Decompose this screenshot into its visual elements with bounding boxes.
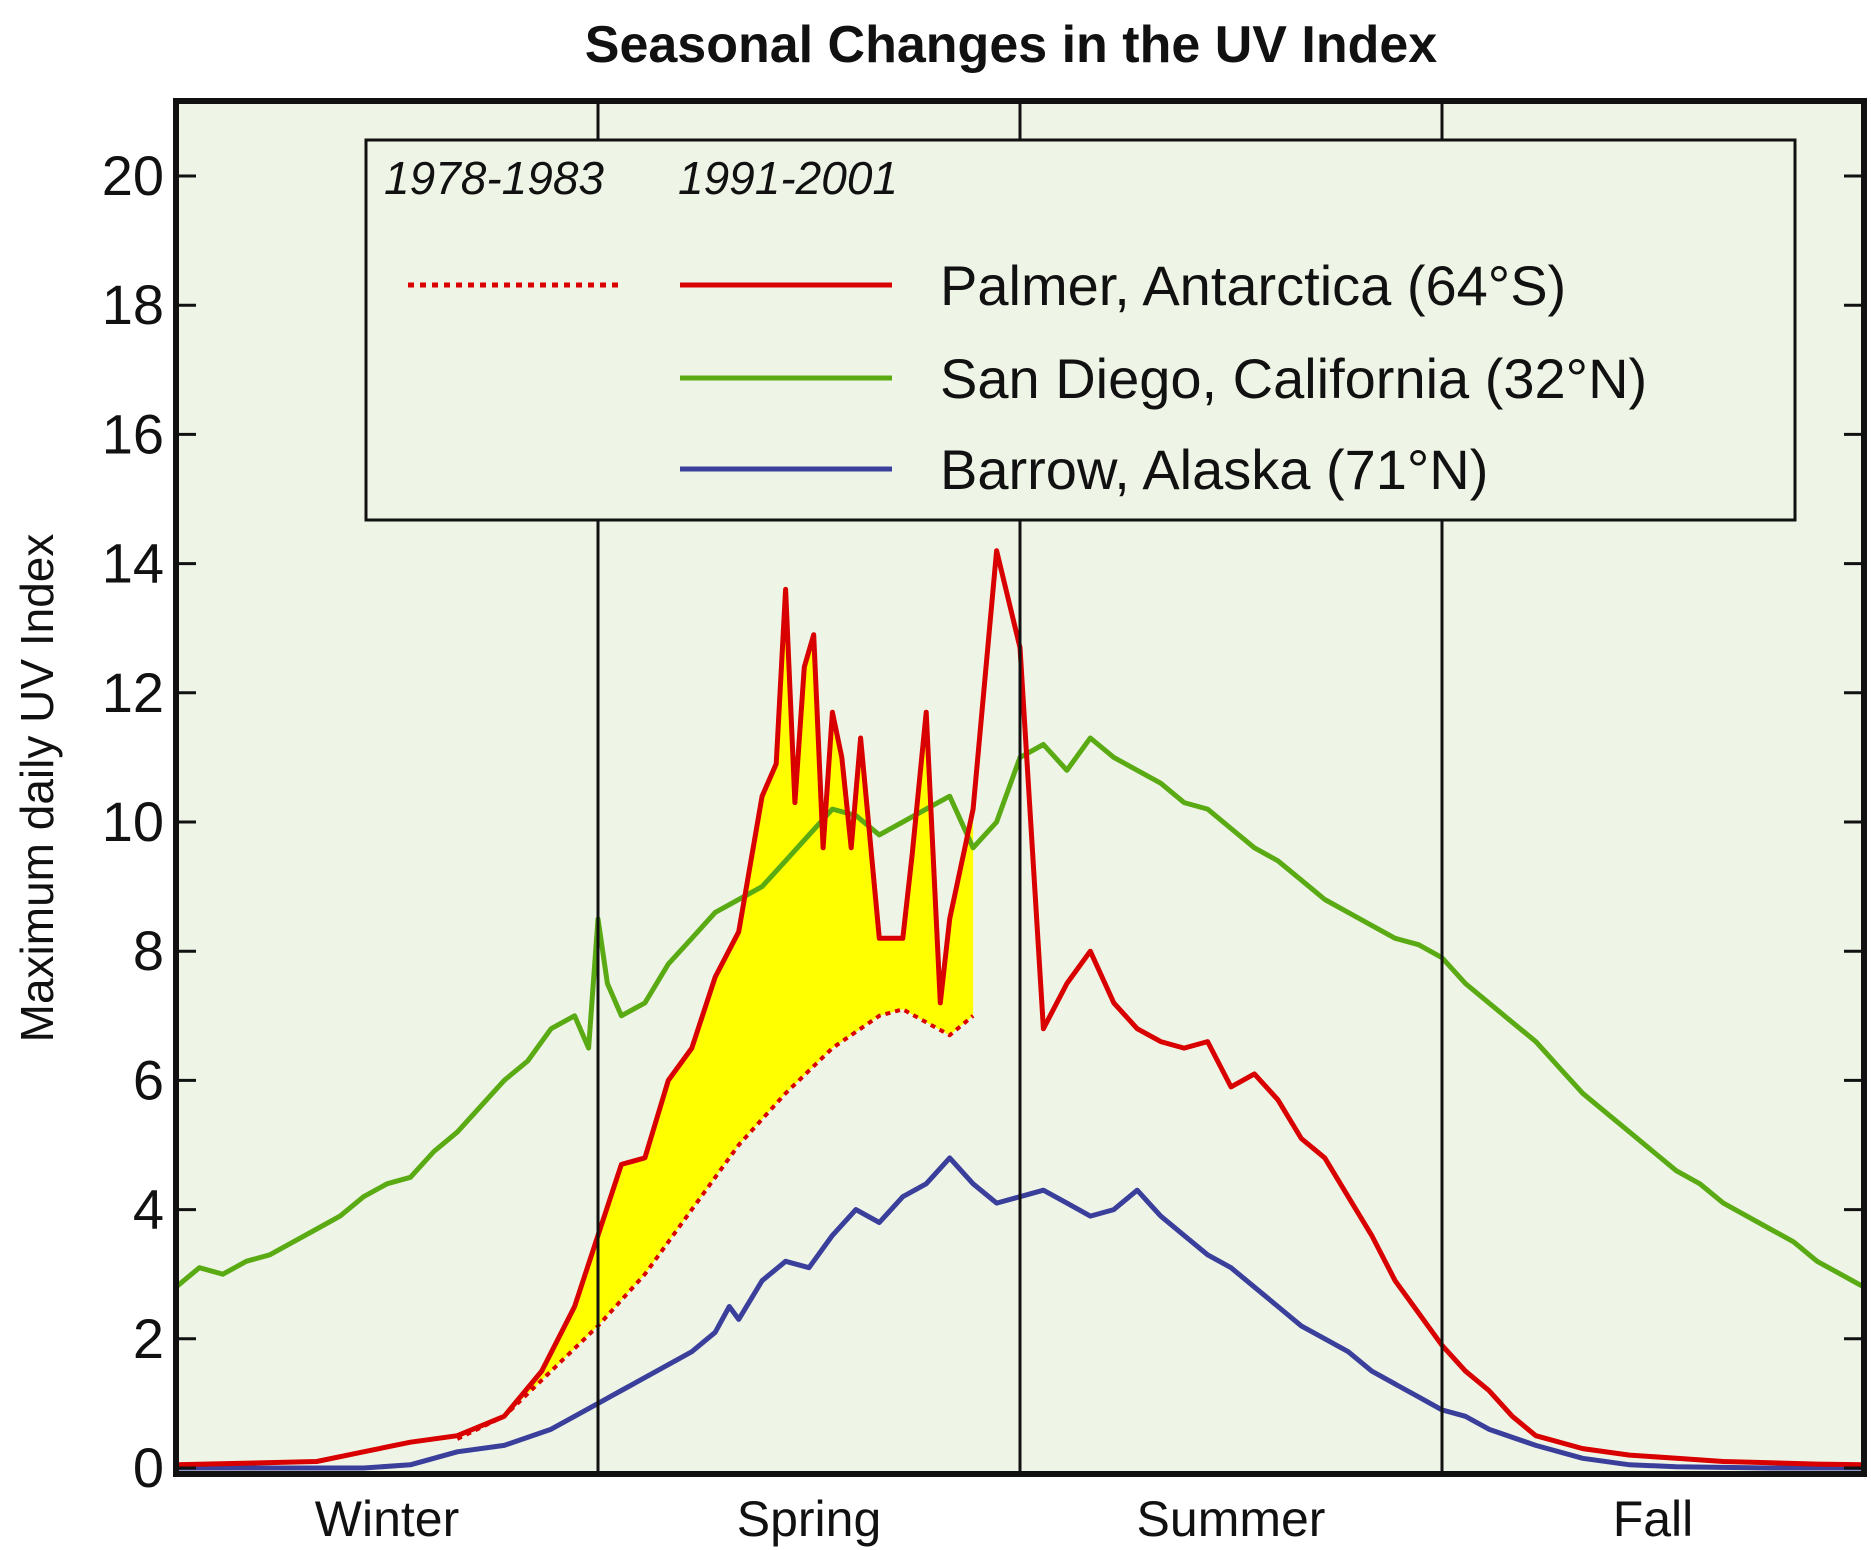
series-line-palmer-antarctica-64-s-1978-1983 [456,1007,975,1441]
y-tick-label-20: 20 [102,144,164,207]
legend-period-1991-2001: 1991-2001 [678,152,898,204]
y-tick-label-16: 16 [102,402,164,465]
series-line-palmer-antarctica-64-s-1991-2001 [173,548,1867,1468]
y-tick-label-6: 6 [133,1048,164,1111]
y-tick-label-10: 10 [102,790,164,853]
season-label-summer: Summer [1137,1491,1326,1547]
series-line-barrow-alaska-71-n-1991-2001 [173,1155,1867,1471]
season-label-fall: Fall [1613,1491,1694,1547]
y-tick-label-8: 8 [133,919,164,982]
series-layer [173,548,1867,1471]
chart-title: Seasonal Changes in the UV Index [585,16,1438,74]
y-tick-label-4: 4 [133,1178,164,1241]
y-tick-label-12: 12 [102,661,164,724]
season-label-winter: Winter [315,1491,459,1547]
y-tick-label-0: 0 [133,1436,164,1499]
legend-label-san-diego: San Diego, California (32°N) [940,347,1647,410]
y-tick-label-2: 2 [133,1307,164,1370]
series-line-san-diego-california-32-n-1991-2001 [173,735,1867,1290]
legend-period-1978-1983: 1978-1983 [384,152,604,204]
season-label-spring: Spring [737,1491,882,1547]
y-axis-ticks: 0 2 4 6 8 10 12 14 16 18 20 [102,144,1864,1499]
plot-frame [173,98,1867,1477]
legend-box [364,138,1797,522]
legend-label-barrow: Barrow, Alaska (71°N) [940,438,1488,501]
season-labels: Winter Spring Summer Fall [315,1491,1694,1547]
y-axis-label: Maximum daily UV Index [11,534,63,1043]
legend: 1978-1983 1991-2001 Palmer, Antarctica (… [364,138,1797,522]
y-tick-label-14: 14 [102,532,164,595]
legend-label-palmer: Palmer, Antarctica (64°S) [940,254,1566,317]
y-tick-label-18: 18 [102,273,164,336]
